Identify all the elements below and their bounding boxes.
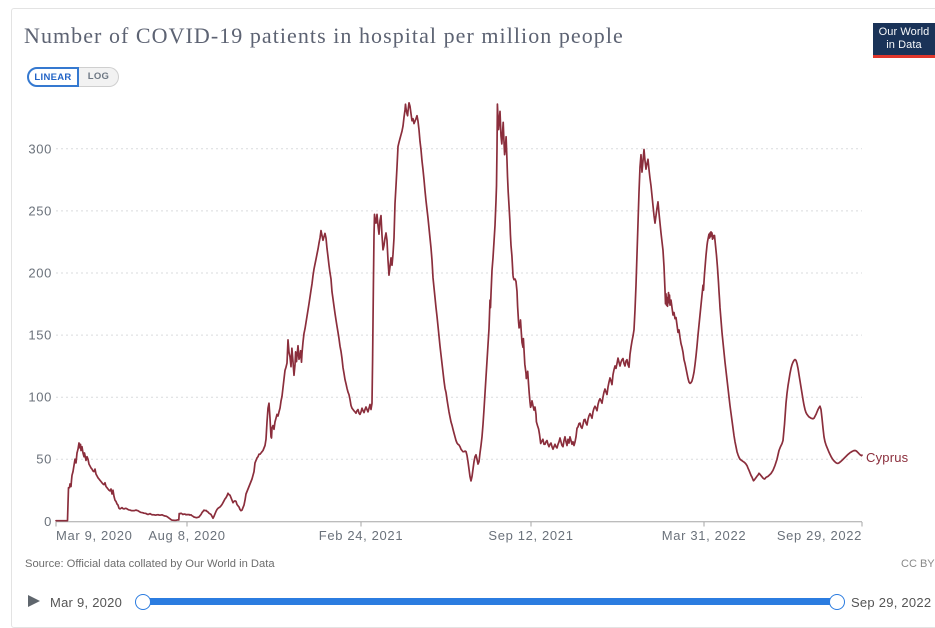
svg-text:0: 0 bbox=[44, 514, 52, 529]
svg-text:Cyprus: Cyprus bbox=[866, 450, 909, 465]
svg-text:250: 250 bbox=[28, 203, 52, 218]
svg-text:Sep 29, 2022: Sep 29, 2022 bbox=[777, 528, 862, 543]
svg-text:Sep 12, 2021: Sep 12, 2021 bbox=[488, 528, 573, 543]
svg-text:150: 150 bbox=[28, 328, 52, 343]
svg-text:200: 200 bbox=[28, 266, 52, 281]
svg-text:Mar 31, 2022: Mar 31, 2022 bbox=[662, 528, 746, 543]
svg-text:100: 100 bbox=[28, 390, 52, 405]
svg-text:Aug 8, 2020: Aug 8, 2020 bbox=[148, 528, 225, 543]
svg-text:50: 50 bbox=[36, 452, 52, 467]
svg-text:300: 300 bbox=[28, 141, 52, 156]
svg-text:Mar 9, 2020: Mar 9, 2020 bbox=[56, 528, 133, 543]
svg-text:Feb 24, 2021: Feb 24, 2021 bbox=[319, 528, 403, 543]
